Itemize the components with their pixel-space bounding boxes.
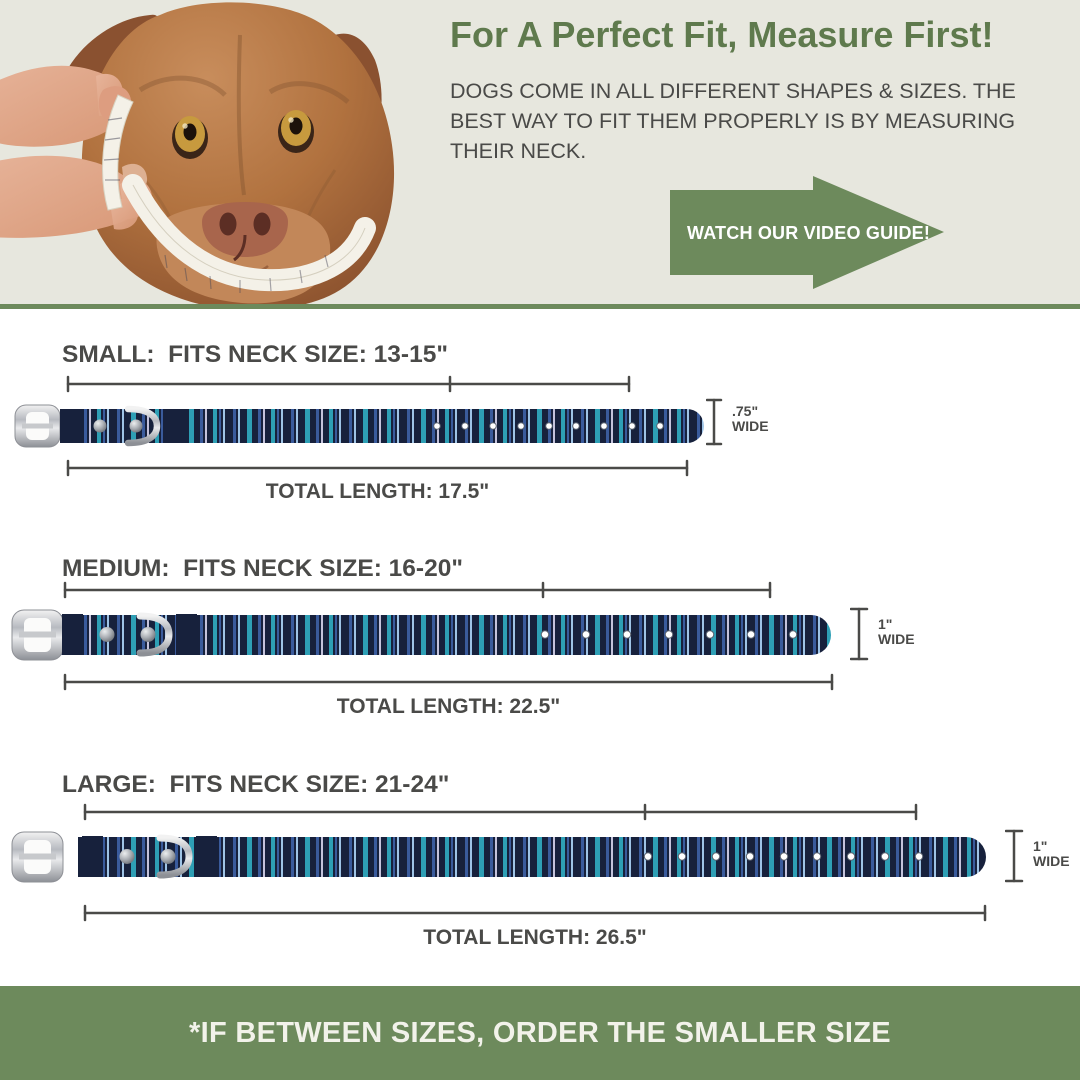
svg-text:WATCH OUR VIDEO GUIDE!: WATCH OUR VIDEO GUIDE! [687, 223, 930, 243]
